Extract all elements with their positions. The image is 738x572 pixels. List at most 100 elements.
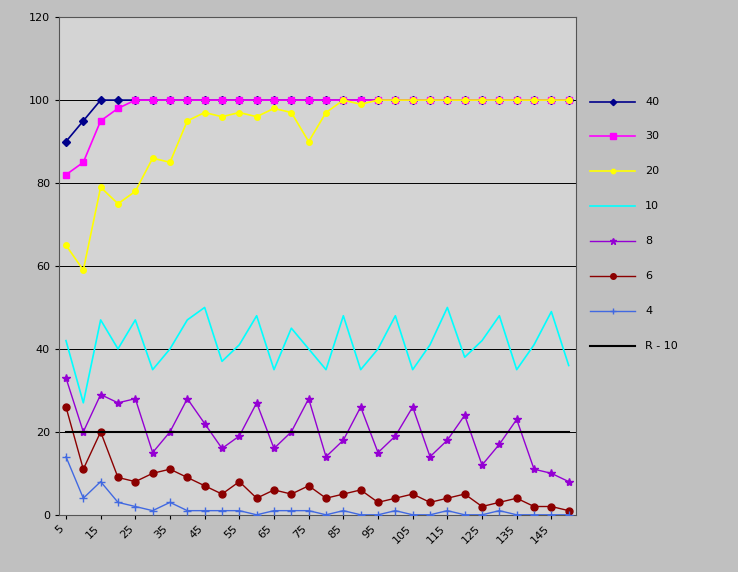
10 — [304, 345, 313, 352]
10 — [373, 345, 382, 352]
8 — [165, 428, 174, 435]
20 — [148, 155, 157, 162]
6 — [96, 428, 105, 435]
20 — [304, 138, 313, 145]
6 — [391, 495, 400, 502]
6 — [165, 466, 174, 472]
20 — [495, 97, 504, 104]
30 — [373, 97, 382, 104]
4 — [61, 453, 70, 460]
20 — [391, 97, 400, 104]
30 — [339, 97, 348, 104]
30 — [356, 97, 365, 104]
Text: 8: 8 — [645, 236, 652, 247]
40 — [235, 97, 244, 104]
30 — [477, 97, 486, 104]
6 — [252, 495, 261, 502]
30 — [322, 97, 331, 104]
R - 10 — [252, 428, 261, 435]
4 — [183, 507, 192, 514]
6 — [269, 486, 278, 493]
30 — [530, 97, 539, 104]
30 — [96, 117, 105, 124]
10 — [477, 337, 486, 344]
20 — [530, 97, 539, 104]
40 — [547, 97, 556, 104]
4 — [530, 511, 539, 518]
40 — [96, 97, 105, 104]
4 — [495, 507, 504, 514]
30 — [443, 97, 452, 104]
4 — [269, 507, 278, 514]
30 — [287, 97, 296, 104]
4 — [356, 511, 365, 518]
40 — [512, 97, 521, 104]
8 — [443, 437, 452, 444]
30 — [165, 97, 174, 104]
6 — [200, 482, 209, 489]
10 — [547, 308, 556, 315]
R - 10 — [426, 428, 435, 435]
40 — [565, 97, 573, 104]
30 — [79, 159, 88, 166]
10 — [356, 366, 365, 373]
30 — [304, 97, 313, 104]
10 — [495, 312, 504, 319]
40 — [356, 97, 365, 104]
30 — [565, 97, 573, 104]
6 — [61, 404, 70, 411]
8 — [547, 470, 556, 477]
6 — [565, 507, 573, 514]
10 — [235, 341, 244, 348]
10 — [114, 345, 123, 352]
Line: 4: 4 — [62, 452, 573, 519]
4 — [339, 507, 348, 514]
4 — [96, 478, 105, 485]
6 — [131, 478, 139, 485]
30 — [426, 97, 435, 104]
40 — [269, 97, 278, 104]
6 — [114, 474, 123, 481]
20 — [339, 97, 348, 104]
40 — [477, 97, 486, 104]
4 — [304, 507, 313, 514]
4 — [165, 499, 174, 506]
R - 10 — [269, 428, 278, 435]
40 — [218, 97, 227, 104]
R - 10 — [391, 428, 400, 435]
R - 10 — [495, 428, 504, 435]
40 — [461, 97, 469, 104]
10 — [565, 362, 573, 369]
R - 10 — [443, 428, 452, 435]
6 — [79, 466, 88, 472]
30 — [61, 172, 70, 178]
30 — [495, 97, 504, 104]
6 — [461, 491, 469, 498]
10 — [269, 366, 278, 373]
8 — [373, 449, 382, 456]
10 — [408, 366, 417, 373]
10 — [79, 399, 88, 406]
30 — [547, 97, 556, 104]
6 — [304, 482, 313, 489]
8 — [235, 432, 244, 439]
8 — [200, 420, 209, 427]
6 — [373, 499, 382, 506]
4 — [252, 511, 261, 518]
4 — [477, 511, 486, 518]
10 — [322, 366, 331, 373]
40 — [131, 97, 139, 104]
8 — [322, 453, 331, 460]
R - 10 — [477, 428, 486, 435]
4 — [461, 511, 469, 518]
10 — [287, 325, 296, 332]
R - 10 — [235, 428, 244, 435]
6 — [235, 478, 244, 485]
10 — [426, 341, 435, 348]
40 — [495, 97, 504, 104]
20 — [252, 113, 261, 120]
20 — [547, 97, 556, 104]
8 — [287, 428, 296, 435]
40 — [426, 97, 435, 104]
4 — [547, 511, 556, 518]
